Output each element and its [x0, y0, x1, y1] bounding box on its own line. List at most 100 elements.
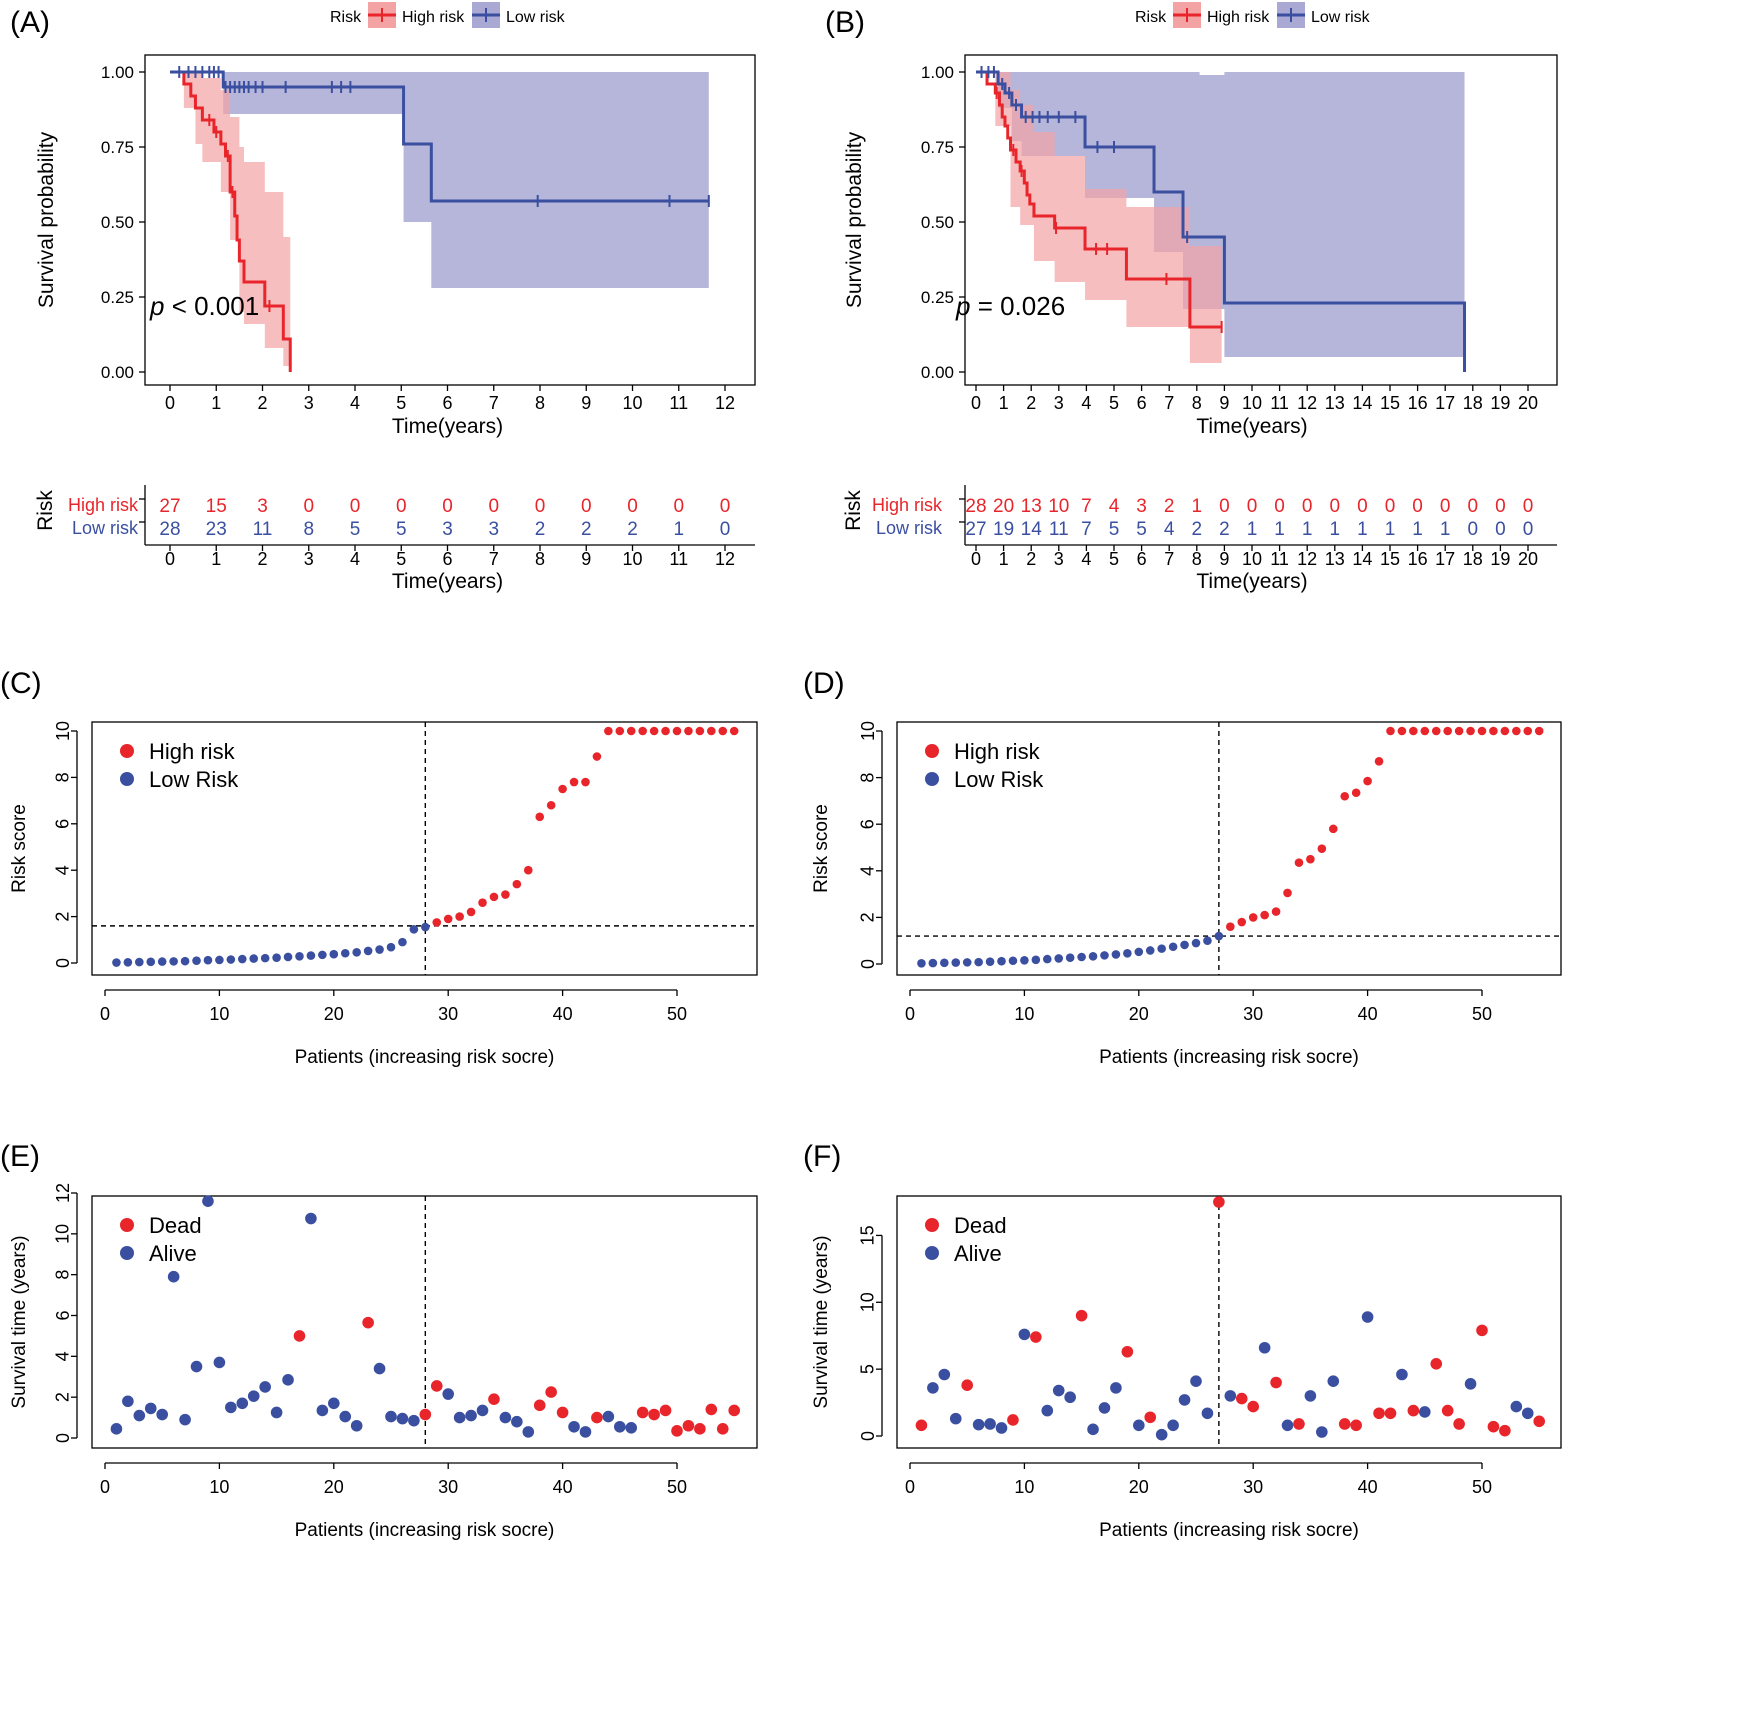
x-tick-label: 30: [1243, 1004, 1263, 1024]
ci-band-low-risk: [170, 72, 709, 288]
x-tick-label: 30: [438, 1004, 458, 1024]
x-tick-label: 3: [304, 549, 314, 569]
data-point-dead: [915, 1419, 928, 1432]
risk-count: 14: [1021, 519, 1043, 540]
risk-count: 3: [488, 519, 499, 540]
legend-marker: [925, 772, 939, 786]
data-point-low: [226, 955, 236, 964]
data-point-alive: [247, 1390, 260, 1402]
legend-marker: [120, 772, 134, 786]
x-tick-label: 12: [1297, 393, 1317, 413]
data-point-high: [1512, 726, 1521, 736]
x-tick-label: 40: [553, 1477, 573, 1497]
risk-row-label-high: High risk: [68, 495, 139, 515]
data-point-dead: [1144, 1411, 1157, 1424]
data-point-high: [535, 812, 545, 822]
data-point-alive: [282, 1374, 294, 1386]
data-point-dead: [1350, 1419, 1362, 1432]
data-point-alive: [1281, 1419, 1294, 1432]
data-point-alive: [1190, 1375, 1202, 1387]
data-point-alive: [1224, 1390, 1237, 1402]
data-point-dead: [533, 1399, 546, 1412]
data-point-dead: [1121, 1345, 1134, 1358]
data-point-low: [169, 957, 178, 966]
y-tick-label: 0.00: [101, 363, 134, 382]
risk-count: 0: [488, 496, 499, 517]
data-point-dead: [961, 1379, 973, 1391]
x-tick-label: 20: [1518, 549, 1538, 569]
data-point-high: [1500, 726, 1510, 736]
data-point-alive: [1258, 1341, 1271, 1354]
risk-count: 0: [1357, 496, 1368, 517]
x-tick-label: 1: [211, 393, 221, 413]
risk-count: 11: [253, 519, 273, 540]
legend: High risk Low Risk: [925, 739, 1044, 792]
y-tick-label: 6: [53, 1310, 73, 1320]
scatter-panel-f: (F) 0 5 10 15 0 10 20 30 40 50 Patients (increasing…: [803, 1140, 1562, 1541]
x-tick-label: 8: [535, 393, 545, 413]
data-point-dead: [1384, 1407, 1397, 1420]
data-point-high: [1443, 726, 1452, 736]
y-axis-title: Survival time (years): [9, 1235, 30, 1408]
scatter-panel-e: (E) 0 2 4 6 8 10 12 0 10 20 30 40 50 Patients (increas…: [0, 1140, 758, 1541]
x-tick-label: 0: [971, 393, 981, 413]
y-tick-label: 8: [858, 773, 878, 783]
data-point-high: [592, 752, 602, 761]
data-point-dead: [545, 1386, 557, 1398]
plot-frame: [896, 1195, 1562, 1449]
data-point-low: [306, 951, 316, 960]
data-point-low: [215, 955, 224, 965]
data-point-high: [615, 726, 625, 736]
x-tick-label: 9: [1219, 393, 1229, 413]
risk-count: 3: [1136, 496, 1147, 517]
risk-row-label-high: High risk: [872, 495, 943, 515]
x-tick-label: 13: [1325, 549, 1345, 569]
y-tick-label: 0: [53, 1433, 73, 1443]
x-tick-label: 8: [1192, 549, 1202, 569]
data-point-alive: [1155, 1428, 1168, 1441]
data-point-low: [1031, 955, 1041, 965]
risk-count: 0: [1495, 496, 1506, 517]
scatter-panel-c: (C) 0 2 4 6 8 10 0 10 20 30 40 50 Patients (increasin…: [0, 667, 758, 1068]
data-point-alive: [408, 1414, 420, 1427]
data-point-low: [951, 958, 961, 967]
x-tick-label: 30: [438, 1477, 458, 1497]
legend: Dead Alive: [120, 1213, 202, 1266]
risk-count: 0: [442, 496, 453, 517]
km-panel-a: (A) Risk High risk Low risk 0.00 0.25 0.50 0.75…: [10, 2, 756, 593]
y-tick-label: 15: [858, 1225, 878, 1245]
x-axis-title: Patients (increasing risk socre): [295, 1520, 555, 1541]
data-point-low: [112, 958, 121, 967]
data-point-high: [718, 726, 728, 736]
x-tick-label: 4: [350, 549, 360, 569]
data-point-low: [1168, 942, 1178, 952]
risk-count: 20: [993, 496, 1014, 517]
data-point-alive: [499, 1411, 512, 1424]
risk-count: 5: [1109, 519, 1120, 540]
risk-count: 4: [1109, 496, 1120, 517]
km-curve-high-risk: [170, 70, 292, 372]
risk-count: 0: [720, 519, 731, 540]
data-point-alive: [1178, 1394, 1191, 1406]
y-tick-label: 2: [53, 912, 73, 922]
risk-count: 0: [720, 496, 731, 517]
risk-count: 28: [965, 496, 986, 517]
plot-frame: [964, 54, 1558, 386]
data-point-alive: [1018, 1328, 1031, 1341]
data-point-alive: [625, 1421, 638, 1434]
y-tick-label: 0.25: [101, 288, 134, 307]
x-tick-label: 1: [211, 549, 221, 569]
x-tick-label: 40: [1358, 1477, 1378, 1497]
x-tick-label: 20: [1518, 393, 1538, 413]
data-point-alive: [995, 1422, 1008, 1434]
data-point-high: [1260, 910, 1269, 920]
x-tick-label: 14: [1352, 549, 1372, 569]
data-point-alive: [202, 1195, 214, 1207]
y-tick-label: 6: [53, 819, 73, 829]
y-tick-label: 6: [858, 819, 878, 829]
panel-label: (B): [825, 6, 865, 39]
data-point-low: [283, 952, 293, 962]
data-point-dead: [362, 1316, 374, 1329]
data-point-dead: [648, 1408, 660, 1421]
